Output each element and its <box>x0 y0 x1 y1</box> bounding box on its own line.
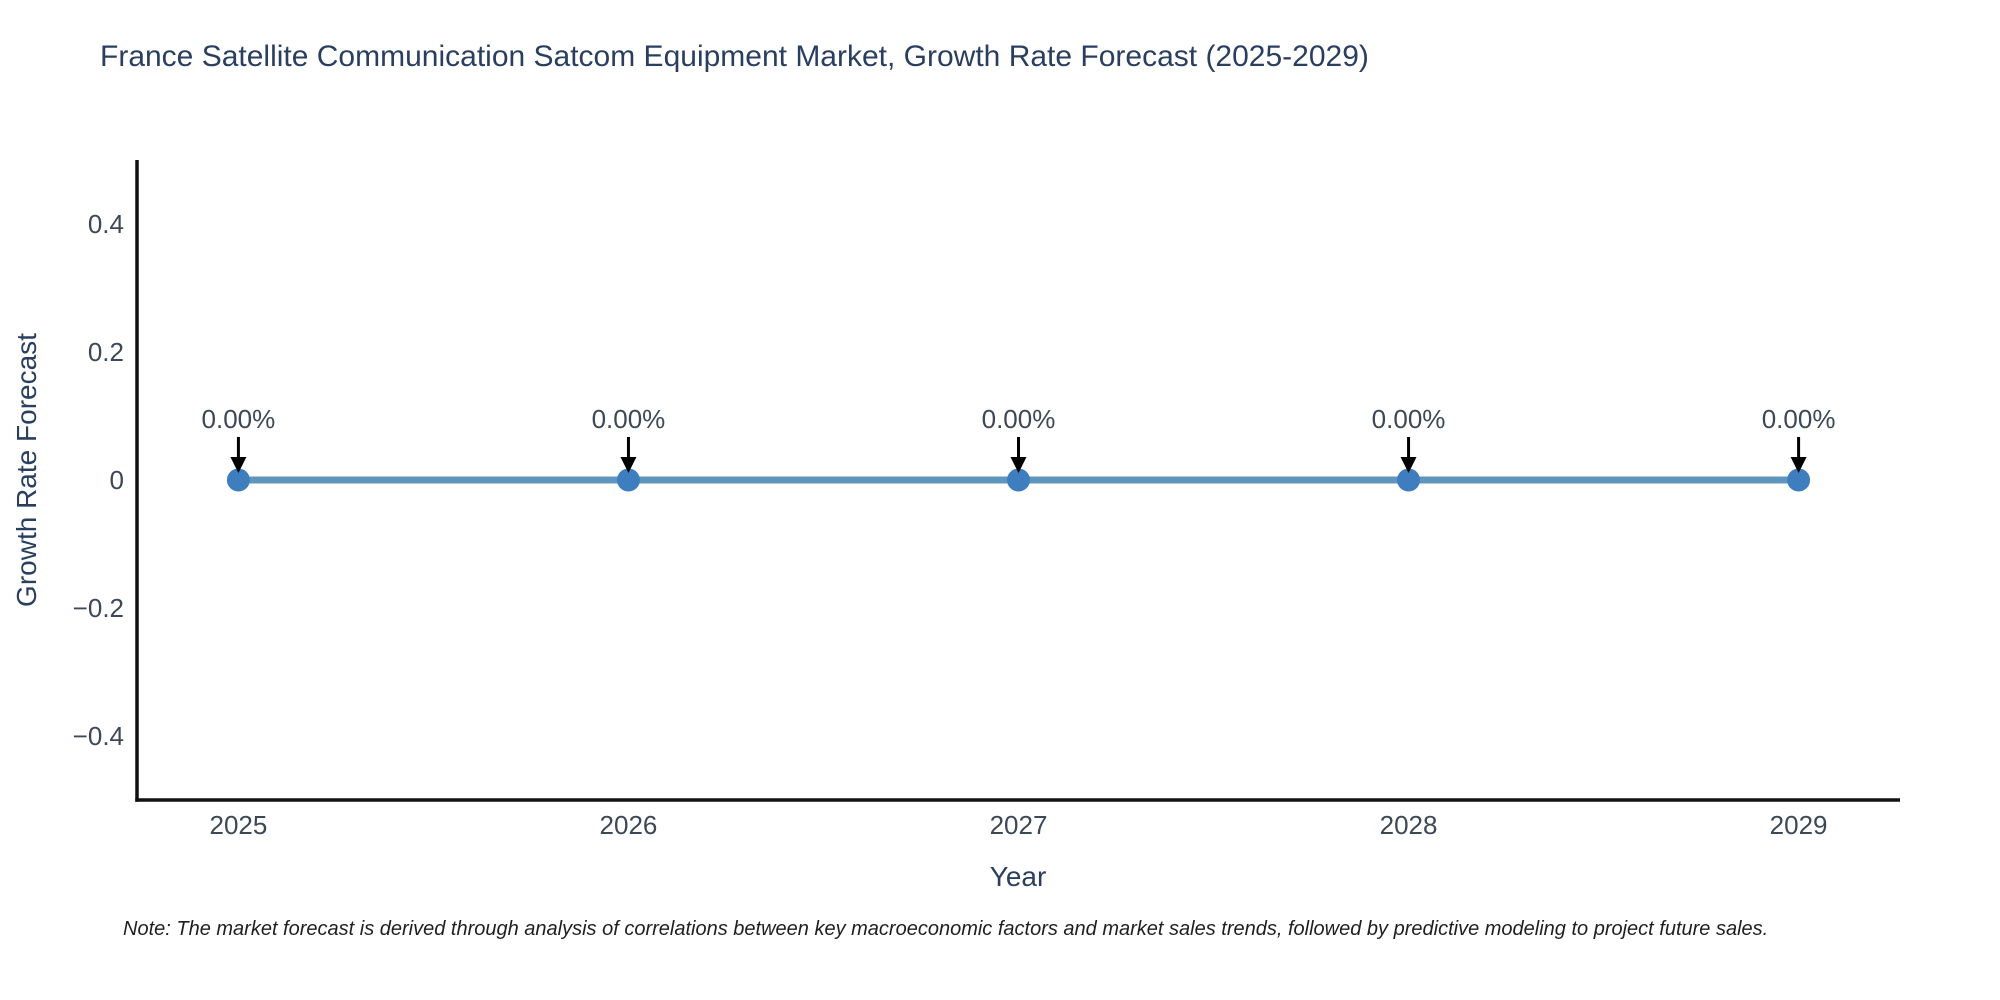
annotation-arrowhead <box>230 457 247 473</box>
y-tick-label: −0.4 <box>73 721 124 751</box>
annotation-arrowhead <box>620 457 637 473</box>
annotation-arrowhead <box>1400 457 1417 473</box>
x-tick-label: 2029 <box>1770 810 1828 840</box>
footnote: Note: The market forecast is derived thr… <box>123 918 1769 940</box>
x-axis-title: Year <box>989 861 1047 892</box>
annotation-label: 0.00% <box>202 404 276 434</box>
y-tick-label: −0.2 <box>73 593 124 623</box>
x-tick-label: 2028 <box>1380 810 1438 840</box>
annotation-label: 0.00% <box>1762 404 1836 434</box>
annotation-label: 0.00% <box>1372 404 1446 434</box>
y-tick-label: 0.4 <box>88 209 124 239</box>
y-tick-label: 0.2 <box>88 337 124 367</box>
annotation-arrowhead <box>1790 457 1807 473</box>
y-axis-title: Growth Rate Forecast <box>11 333 42 607</box>
x-tick-label: 2027 <box>990 810 1048 840</box>
annotation-label: 0.00% <box>982 404 1056 434</box>
annotation-arrowhead <box>1010 457 1027 473</box>
x-tick-label: 2026 <box>600 810 658 840</box>
y-tick-label: 0 <box>110 465 124 495</box>
annotation-label: 0.00% <box>592 404 666 434</box>
x-tick-label: 2025 <box>209 810 267 840</box>
chart-title: France Satellite Communication Satcom Eq… <box>100 40 1369 73</box>
